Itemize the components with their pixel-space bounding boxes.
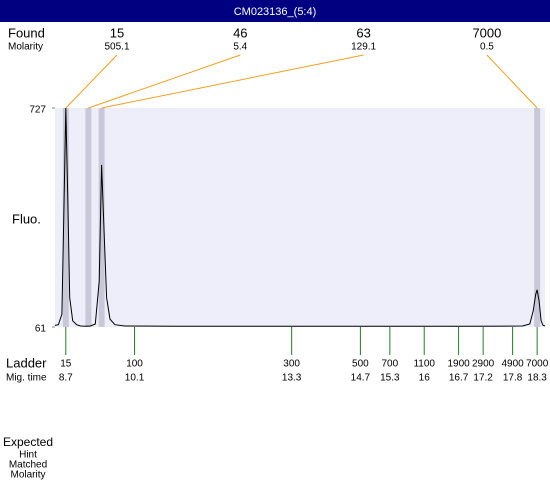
peak-band	[85, 108, 92, 327]
ladder-size: 15	[60, 359, 72, 370]
footer-label: Molarity	[10, 470, 45, 480]
ladder-label: Ladder	[6, 355, 47, 370]
found-size: 46	[233, 25, 247, 40]
plot-area	[55, 108, 545, 327]
ladder-time: 10.1	[125, 373, 145, 384]
peak-band	[98, 108, 105, 327]
found-label: Found	[8, 25, 45, 40]
found-size: 15	[110, 25, 124, 40]
mig-time-label: Mig. time	[6, 373, 47, 384]
y-tick-label: 61	[35, 324, 47, 335]
footer-label: Matched	[9, 460, 47, 471]
ladder-size: 7000	[526, 359, 549, 370]
peak-connector	[101, 54, 364, 109]
ladder-time: 17.8	[503, 373, 523, 384]
found-size: 7000	[472, 25, 501, 40]
footer-label: Expected	[3, 435, 53, 449]
ladder-size: 300	[283, 359, 300, 370]
ladder-size: 500	[352, 359, 369, 370]
found-molarity: 0.5	[480, 42, 494, 53]
found-size: 63	[356, 25, 370, 40]
y-axis-label: Fluo.	[12, 211, 41, 226]
ladder-time: 8.7	[59, 373, 73, 384]
ladder-time: 16.7	[449, 373, 469, 384]
found-molarity: 505.1	[104, 42, 129, 53]
ladder-time: 18.3	[527, 373, 547, 384]
peak-connector	[65, 54, 118, 109]
ladder-time: 17.2	[473, 373, 493, 384]
found-molarity: 129.1	[351, 42, 376, 53]
ladder-time: 15.3	[380, 373, 400, 384]
trace	[54, 107, 546, 327]
peak-connector	[486, 54, 538, 109]
ladder-time: 14.7	[351, 373, 371, 384]
ladder-size: 1900	[447, 359, 470, 370]
molarity-label: Molarity	[8, 42, 43, 53]
title-bar	[0, 0, 550, 22]
ladder-size: 4900	[501, 359, 524, 370]
peak-band	[534, 108, 541, 327]
footer-label: Hint	[19, 450, 37, 461]
chart-title: CM023136_(5:4)	[234, 6, 317, 18]
ladder-size: 2900	[472, 359, 495, 370]
ladder-size: 700	[382, 359, 399, 370]
ladder-time: 16	[419, 373, 431, 384]
ladder-size: 100	[126, 359, 143, 370]
peak-connector	[88, 54, 241, 109]
y-tick-label: 727	[29, 105, 46, 116]
ladder-size: 1100	[413, 359, 435, 370]
peak-band	[62, 108, 69, 327]
ladder-time: 13.3	[282, 373, 302, 384]
found-molarity: 5.4	[233, 42, 247, 53]
